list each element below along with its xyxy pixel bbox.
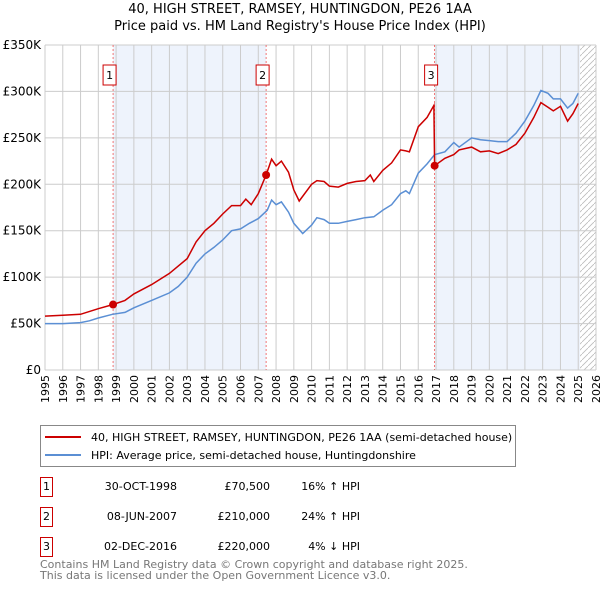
sale-label-number: 2 xyxy=(259,69,266,82)
sale-label-box xyxy=(424,64,439,86)
legend: 40, HIGH STREET, RAMSEY, HUNTINGDON, PE2… xyxy=(40,425,516,467)
y-tick-label: £250K xyxy=(3,131,43,145)
x-tick-label: 2024 xyxy=(554,375,567,403)
x-tick-label: 2018 xyxy=(448,375,461,403)
sale-date: 02-DEC-2016 xyxy=(103,540,177,553)
sale-label-number: 1 xyxy=(106,69,113,82)
x-tick-label: 2008 xyxy=(270,375,283,403)
sale-marker-badge: 1 xyxy=(40,477,53,497)
y-tick-label: £100K xyxy=(3,270,43,284)
x-tick-label: 2004 xyxy=(199,375,212,403)
sale-point xyxy=(262,171,271,179)
sale-price: £220,000 xyxy=(217,540,271,553)
x-tick-label: 1999 xyxy=(110,375,123,403)
red-line-swatch xyxy=(45,436,81,438)
x-tick-label: 1998 xyxy=(92,375,105,403)
x-tick-label: 2007 xyxy=(252,375,265,403)
y-tick-label: £300K xyxy=(3,84,43,98)
x-tick-label: 1995 xyxy=(39,375,52,403)
price-chart: 1995 1996 1997 1998 1999 2000 2001 2002 2003 2004… xyxy=(3,38,600,403)
sale-row: 1 30-OCT-1998 £70,500 16% ↑ HPI xyxy=(40,477,440,497)
sale-label-number: 3 xyxy=(428,69,435,82)
x-tick-label: 2021 xyxy=(501,375,514,403)
x-tick-label: 2019 xyxy=(466,375,479,403)
x-tick-label: 2010 xyxy=(306,375,319,403)
chart-subtitle: Price paid vs. HM Land Registry's House … xyxy=(114,19,486,34)
x-tick-label: 2001 xyxy=(146,375,159,403)
sale-price: £210,000 xyxy=(217,510,271,523)
x-tick-label: 2016 xyxy=(412,375,425,403)
x-tick-label: 2015 xyxy=(394,375,407,403)
forecast-hatch xyxy=(580,45,596,370)
x-tick-label: 2000 xyxy=(128,375,141,403)
y-tick-label: £0 xyxy=(26,363,41,377)
legend-item-hpi: HPI: Average price, semi-detached house,… xyxy=(45,447,416,463)
sale-point xyxy=(430,161,439,170)
chart-title: 40, HIGH STREET, RAMSEY, HUNTINGDON, PE2… xyxy=(128,2,472,17)
x-tick-label: 2022 xyxy=(519,375,532,403)
sale-hpi-diff: 16% ↑ HPI xyxy=(301,480,360,493)
sale-hpi-diff: 24% ↑ HPI xyxy=(301,510,360,523)
x-tick-label: 1997 xyxy=(75,375,88,403)
x-tick-label: 2017 xyxy=(430,375,443,403)
sale-point xyxy=(109,300,118,309)
sale-date: 30-OCT-1998 xyxy=(104,480,177,493)
x-tick-label: 1996 xyxy=(57,375,70,403)
sale-label-box xyxy=(255,64,270,86)
x-tick-label: 2025 xyxy=(572,375,585,403)
sale-row: 3 02-DEC-2016 £220,000 4% ↓ HPI xyxy=(40,537,440,557)
x-tick-label: 2023 xyxy=(537,375,550,403)
y-tick-label: £200K xyxy=(3,177,43,191)
legend-label: HPI: Average price, semi-detached house,… xyxy=(91,448,416,462)
shaded-ownership-1 xyxy=(113,45,267,370)
legend-label: 40, HIGH STREET, RAMSEY, HUNTINGDON, PE2… xyxy=(91,430,513,444)
y-tick-label: £150K xyxy=(3,224,43,238)
x-tick-label: 2020 xyxy=(483,375,496,403)
x-tick-label: 2002 xyxy=(163,375,176,403)
x-tick-label: 2011 xyxy=(323,375,336,403)
hpi-line xyxy=(45,89,579,325)
legend-item-property: 40, HIGH STREET, RAMSEY, HUNTINGDON, PE2… xyxy=(45,429,512,445)
property-price-line xyxy=(44,101,579,317)
sale-marker-badge: 3 xyxy=(40,537,53,557)
blue-line-swatch xyxy=(45,454,81,456)
x-tick-label: 2026 xyxy=(590,375,600,403)
x-tick-label: 2013 xyxy=(359,375,372,403)
sale-marker-badge: 2 xyxy=(40,507,53,527)
sale-label-box xyxy=(102,64,117,86)
y-tick-label: £50K xyxy=(10,317,42,331)
x-tick-label: 2003 xyxy=(181,375,194,403)
x-tick-label: 2006 xyxy=(235,375,248,403)
sale-price: £70,500 xyxy=(224,480,271,493)
sale-hpi-diff: 4% ↓ HPI xyxy=(308,540,360,553)
sale-date: 08-JUN-2007 xyxy=(106,510,177,523)
x-tick-label: 2012 xyxy=(341,375,354,403)
y-tick-label: £350K xyxy=(3,38,43,52)
x-tick-label: 2005 xyxy=(217,375,230,403)
x-tick-label: 2009 xyxy=(288,375,301,403)
footer-licence: This data is licensed under the Open Gov… xyxy=(40,569,391,582)
sale-row: 2 08-JUN-2007 £210,000 24% ↑ HPI xyxy=(40,507,440,527)
footer-copyright: Contains HM Land Registry data © Crown c… xyxy=(40,558,468,571)
x-tick-label: 2014 xyxy=(377,375,390,403)
